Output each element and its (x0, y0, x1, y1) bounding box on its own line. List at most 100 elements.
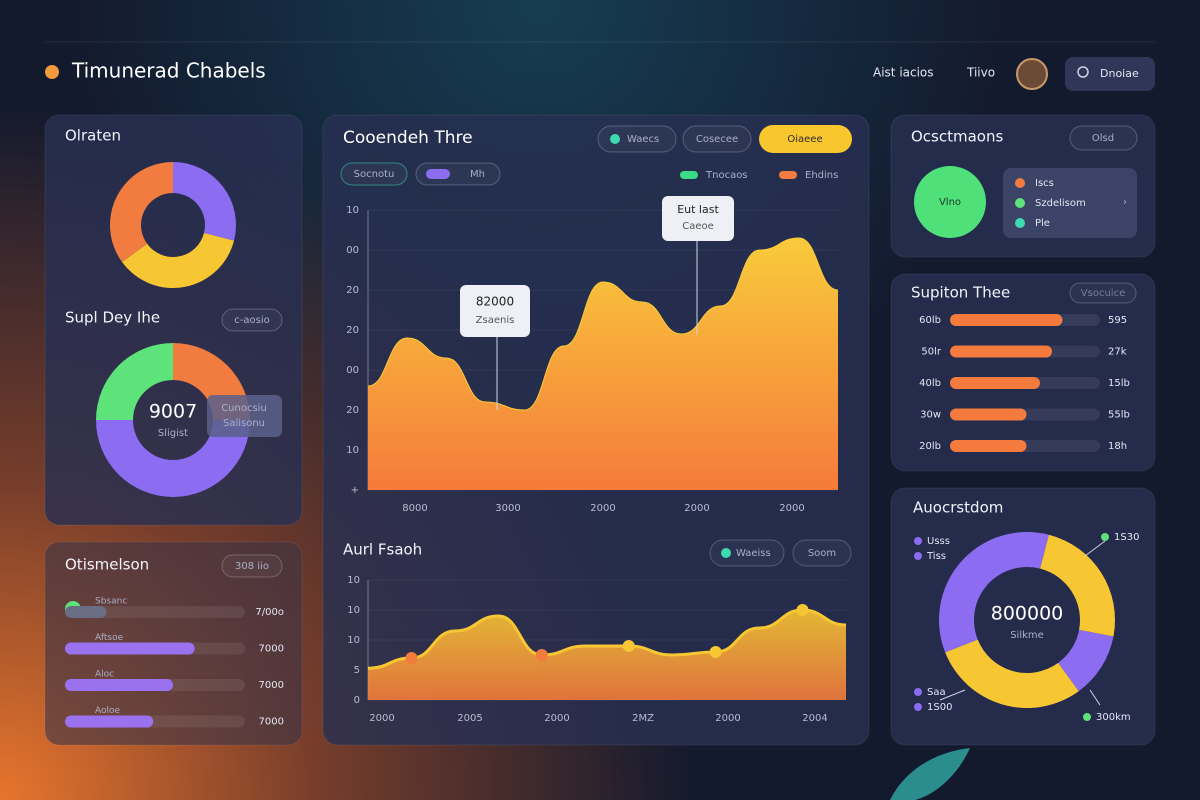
legend-swatch (779, 171, 797, 179)
button-label: Soom (808, 548, 836, 559)
bar (65, 642, 195, 655)
bar-label: 60lb (919, 315, 941, 326)
panel-title: Auocrstdom (913, 499, 1003, 517)
legend-box (1003, 168, 1137, 238)
bar (950, 345, 1052, 358)
legend-label: 1S00 (927, 702, 952, 713)
value-label: 7000 (259, 680, 284, 691)
donut (109, 161, 236, 289)
bar (950, 440, 1027, 452)
panel-title: Cooendeh Thre (343, 128, 473, 148)
pill[interactable] (340, 162, 408, 186)
pill-label: Mh (470, 169, 485, 180)
button-label: c-aosio (234, 315, 269, 326)
donut-segment (173, 162, 236, 241)
button-label: Waecs (627, 134, 659, 145)
x-tick-label: 2000 (715, 713, 740, 724)
button[interactable] (221, 308, 283, 332)
avatar[interactable] (1016, 58, 1048, 90)
y-tick-label: 20 (346, 285, 359, 296)
panel-title: Aurl Fsaoh (343, 541, 422, 559)
donut-segment (122, 232, 235, 289)
bar-label: 30w (920, 410, 941, 421)
progress-list: Sbsanc 7/00o Aftsoe 7000 Aloc 7000 Aoloe 7000 (65, 597, 284, 728)
center-label: Silkme (1010, 630, 1044, 641)
legend-dot (914, 537, 922, 545)
x-tick-label: 2000 (590, 503, 615, 514)
pill-label: Socnotu (354, 169, 395, 180)
x-tick-label: 8000 (402, 503, 427, 514)
pill-swatch (426, 169, 450, 179)
callout (662, 196, 734, 241)
area-chart: 0 5 10 10 10 2000 2005 2000 2MZ 2000 2004 (347, 575, 847, 724)
button[interactable] (1069, 282, 1137, 304)
area-fill (368, 610, 846, 700)
y-tick-label: 00 (346, 245, 359, 256)
button[interactable] (597, 125, 677, 153)
value-label: 595 (1108, 315, 1127, 326)
bar-label: Aloc (95, 670, 114, 680)
legend: Tnocaos Ehdins (680, 170, 838, 181)
button[interactable] (1069, 125, 1138, 151)
button[interactable] (792, 539, 852, 567)
leader-line (1089, 689, 1101, 706)
value-label: 27k (1108, 347, 1127, 358)
value-label: 55lb (1108, 410, 1130, 421)
x-tick-label: 2000 (684, 503, 709, 514)
value-label: 15lb (1108, 378, 1130, 389)
tooltip-text: Cunocsiu (221, 403, 267, 414)
donut-segment (1027, 532, 1049, 569)
status-badge (914, 166, 986, 238)
bar-label: 40lb (919, 378, 941, 389)
nav-link[interactable]: Aist iacios (873, 66, 934, 80)
center-value: 800000 (991, 603, 1064, 625)
bar (950, 408, 1027, 421)
button-label: Oiaeee (787, 134, 822, 145)
bar (65, 679, 173, 691)
y-tick-label: 00 (346, 365, 359, 376)
button[interactable] (682, 125, 752, 153)
pill[interactable] (415, 162, 501, 186)
legend-dot (914, 552, 922, 560)
legend-dot (914, 688, 922, 696)
button[interactable] (221, 554, 283, 578)
callout-title: 82000 (476, 295, 514, 309)
area-fill (368, 238, 838, 490)
donut-segment (96, 420, 250, 497)
legend-dot (914, 703, 922, 711)
button-dot (721, 548, 731, 558)
x-tick-label: 2000 (779, 503, 804, 514)
x-tick-label: 2005 (457, 713, 482, 724)
panel-title: Otismelson (65, 556, 149, 574)
x-tick-label: 2000 (544, 713, 569, 724)
legend: Usss Tiss 1S30 Saa 1S00 300km (914, 532, 1139, 723)
nav-link[interactable]: Tiivo (966, 66, 995, 80)
legend-dot (1015, 178, 1025, 188)
legend-label: Saa (927, 687, 946, 698)
data-point (405, 652, 418, 664)
bar-label: Aftsoe (95, 633, 124, 643)
search-box[interactable] (1065, 57, 1155, 91)
bar-label: 50lr (921, 347, 942, 358)
button-label: Cosecee (696, 134, 738, 145)
data-point (622, 640, 635, 652)
button-dot (610, 134, 620, 144)
panel-title: Supl Dey Ihe (65, 309, 160, 327)
tooltip-text: Salisonu (223, 418, 265, 429)
leader-line (939, 689, 966, 701)
legend-label: Tiss (926, 551, 946, 562)
data-point (535, 649, 548, 661)
y-tick-label: + (351, 485, 359, 496)
donut-segment (109, 161, 173, 263)
legend-label: 1S30 (1114, 532, 1139, 543)
donut-segment (1040, 534, 1115, 637)
y-tick-label: 20 (346, 325, 359, 336)
button-label: Waeiss (736, 548, 771, 559)
button[interactable] (759, 125, 852, 153)
button[interactable] (709, 539, 785, 567)
chevron[interactable]: › (1123, 197, 1127, 208)
value-label: 7/00o (255, 607, 284, 618)
area-line (367, 608, 847, 670)
